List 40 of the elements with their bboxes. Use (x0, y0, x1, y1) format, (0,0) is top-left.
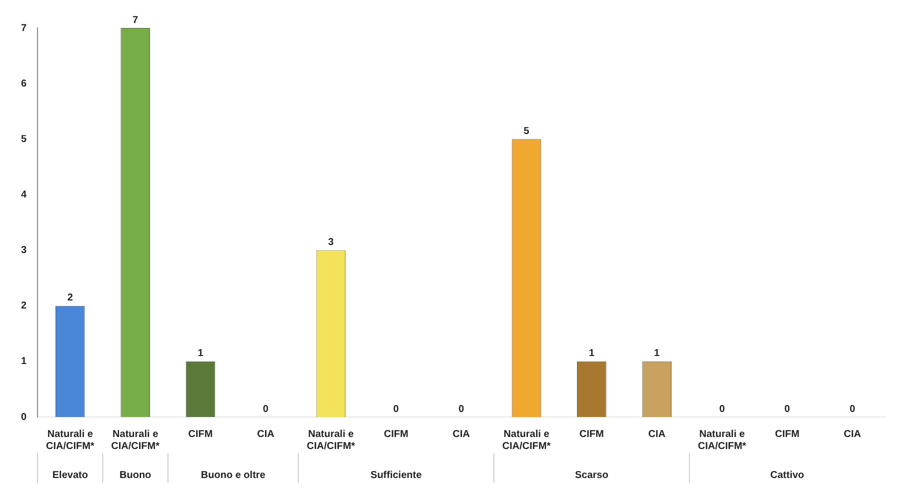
x-tick-label: CIFM (188, 428, 213, 440)
x-tick-label: Naturali e CIA/CIFM* (111, 428, 160, 452)
x-tick-label: Naturali e CIA/CIFM* (46, 428, 94, 452)
x-tick-label: Naturali e CIA/CIFM* (502, 428, 551, 452)
y-tick-label: 7 (21, 22, 27, 34)
x-tick-label: CIA (257, 428, 274, 440)
y-tick-label: 2 (21, 300, 27, 312)
data-label: 0 (393, 404, 400, 415)
data-label: 2 (67, 292, 74, 304)
x-tick-label: CIFM (579, 428, 604, 440)
y-tick-label: 4 (21, 189, 27, 200)
x-tick-label: CIA (844, 428, 862, 440)
y-tick-label: 3 (21, 245, 27, 256)
y-tick-label: 5 (21, 134, 27, 145)
y-tick-label: 1 (21, 356, 27, 368)
data-label: 0 (850, 404, 856, 415)
data-label: 1 (198, 348, 204, 360)
data-label: 5 (524, 126, 530, 137)
y-tick-label: 0 (21, 412, 27, 423)
x-tick-label: CIFM (384, 428, 408, 440)
y-tick-label: 6 (21, 78, 27, 90)
data-label: 1 (654, 348, 660, 360)
data-label: 0 (458, 404, 464, 415)
text: Cattivo (770, 470, 804, 481)
text: Buono e oltre (200, 470, 266, 481)
data-label: 0 (784, 404, 790, 415)
text: Elevato (52, 470, 88, 481)
data-label: 7 (132, 14, 139, 26)
data-label: 0 (262, 404, 269, 415)
data-label: 3 (328, 237, 334, 248)
x-tick-label: Naturali e CIA/CIFM* (306, 428, 356, 452)
data-label: 0 (719, 404, 726, 415)
x-tick-label: CIFM (774, 428, 800, 440)
x-tick-label: CIA (452, 428, 470, 440)
text: Scarso (574, 470, 608, 481)
text: Sufficiente (370, 470, 422, 481)
x-tick-label: CIA (648, 428, 666, 440)
data-label: 1 (588, 348, 595, 360)
text: Buono (120, 470, 152, 481)
x-tick-label: Naturali e CIA/CIFM* (698, 428, 746, 452)
